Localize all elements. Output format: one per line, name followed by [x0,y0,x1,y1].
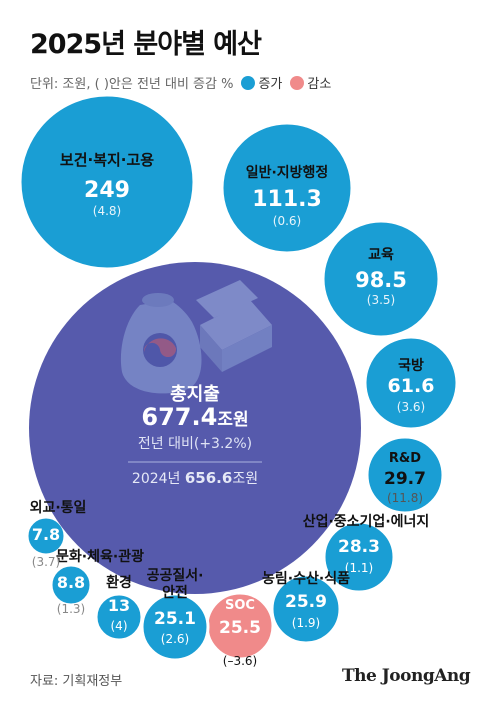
total-change: 전년 대비(+3.2%) [138,436,252,452]
bubble-value-3: 61.6 [388,375,435,397]
bills-top-icon [200,300,272,350]
bubble-value-6: 25.9 [285,592,327,612]
legend-increase-label: 증가 [258,77,283,92]
bubble-change-0: (4.8) [93,204,121,218]
source-note: 자료: 기획재정부 [30,674,123,689]
bubble-value-10: 8.8 [57,573,85,592]
legend-increase-swatch [241,75,256,90]
bubble-label-8-line2: 안전 [162,584,188,601]
bubble-label-4: R&D [389,451,421,466]
bubble-change-9: (4) [111,619,128,633]
bubble-change-4: (11.8) [387,491,423,505]
bubble-change-2: (3.5) [367,293,395,307]
bubble-value-1: 111.3 [252,187,322,212]
unit-note: 단위: 조원, ( )안은 전년 대비 증감 % [30,77,234,92]
bubble-8 [140,592,210,662]
bubble-change-11: (3.7) [32,555,60,569]
bubble-change-3: (3.6) [397,400,425,414]
bubble-0 [18,93,196,271]
bubble-value-7: 25.5 [219,618,261,638]
bubble-label-7: SOC [225,598,255,613]
bubble-label-5: 산업·중소기업·에너지 [303,513,430,530]
bubble-3 [363,335,459,431]
bubble-change-6: (1.9) [292,616,320,630]
bubble-value-2: 98.5 [355,268,407,292]
total-prev: 2024년 656.6조원 [132,469,258,487]
bubble-value-9: 13 [108,596,130,615]
legend-increase: 증가 [241,73,282,92]
bubble-label-9: 환경 [106,574,132,591]
bubble-10 [49,563,93,607]
bubble-change-8: (2.6) [161,632,189,646]
legend-decrease: 감소 [290,73,331,92]
total-bubble [29,262,361,594]
money-illustration [120,280,272,394]
total-unit: 조원 [217,410,248,430]
taegeuk-red [143,338,177,358]
bills-side-a [200,325,222,372]
bubble-change-1: (0.6) [273,214,301,228]
bubble-9 [94,592,144,642]
bubble-11 [25,515,67,557]
total-label: 총지출 [170,384,220,405]
bubble-value-4: 29.7 [384,469,426,489]
bubble-value-11: 7.8 [32,525,60,544]
bubble-value-5: 28.3 [338,537,380,557]
total-prev-unit: 조원 [232,471,258,487]
bubble-value-8: 25.1 [154,609,196,629]
page-title: 2025년 분야별 예산 [30,29,262,60]
legend-decrease-label: 감소 [307,77,332,92]
bubble-label-10: 문화·체육·관광 [56,548,144,565]
bubble-change-7: (–3.6) [223,654,257,668]
bubble-label-8: 공공질서· [147,568,204,584]
bubble-label-0: 보건·복지·고용 [60,151,154,169]
bubble-4 [365,435,445,515]
bubble-label-1: 일반·지방행정 [246,164,329,181]
bubble-value-0: 249 [84,178,130,203]
legend-decrease-swatch [290,75,305,90]
bubble-label-6: 농림·수산·식품 [262,570,350,587]
brand-logo: The JoongAng [342,666,471,686]
money-bag-knot [142,293,174,307]
bubble-6 [270,573,342,645]
unit-legend-row: 단위: 조원, ( )안은 전년 대비 증감 % 증가 감소 [30,73,331,92]
bubble-1 [220,121,354,255]
bubble-change-5: (1.1) [345,561,373,575]
bills-stack2-icon [196,280,258,318]
bubble-label-2: 교육 [368,247,394,263]
bubble-5 [322,520,396,594]
bubble-2 [321,219,441,339]
bubble-change-10: (1.3) [57,602,85,616]
bills-side-b [222,325,272,372]
bubble-label-3: 국방 [398,357,424,374]
bubble-label-11: 외교·통일 [30,499,87,516]
total-prev-value: 656.6 [185,469,232,487]
